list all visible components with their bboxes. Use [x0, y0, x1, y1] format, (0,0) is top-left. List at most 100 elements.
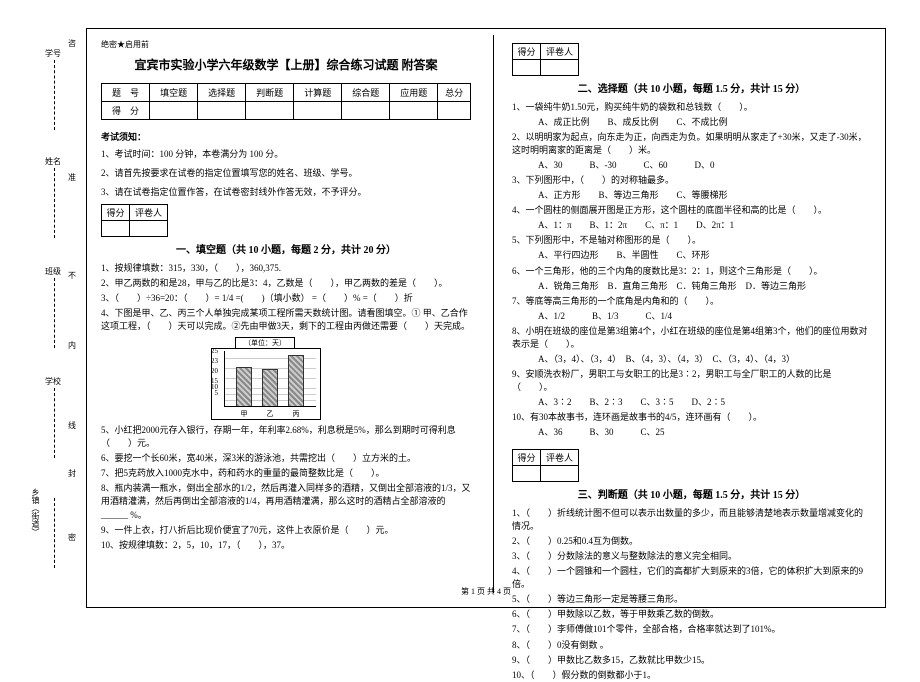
td: [342, 102, 390, 120]
section1-heading: 一、填空题（共 10 小题，每题 2 分，共计 20 分）: [101, 241, 471, 256]
th: 计算题: [294, 84, 342, 102]
q: 2、（ ）0.25和0.4互为倒数。: [512, 535, 871, 548]
page-frame: 绝密★启用前 宜宾市实验小学六年级数学【上册】综合练习试题 附答案 题 号 填空…: [86, 28, 886, 608]
bar: [262, 369, 278, 407]
ms-label: 评卷人: [541, 44, 579, 60]
q: 10、按规律填数：2，5，10，17，（ ），37。: [101, 539, 471, 552]
margin-char: 密: [64, 532, 80, 543]
field-line: [54, 388, 55, 458]
q: 5、小红把2000元存入银行，存期一年，年利率2.68%，利息税是5%，那么到期…: [101, 424, 471, 450]
column-right: 得分评卷人 二、选择题（共 10 小题，每题 1.5 分，共计 15 分） 1、…: [493, 35, 879, 593]
ytick: 5: [215, 389, 219, 397]
q: 10、（ ）假分数的倒数都小于1。: [512, 669, 871, 682]
margin-char: 封: [64, 468, 80, 479]
ms-label: 得分: [513, 450, 541, 466]
opt: A、3∶2 B、2∶3 C、3∶5 D、2∶5: [512, 396, 871, 409]
section-score-box: 得分评卷人: [101, 204, 168, 237]
field-town: 乡镇（街道）: [30, 488, 41, 536]
opt: A、（3，4）、（3，4） B、（4，3）、（4，3） C、（3，4）、（4，3…: [512, 353, 871, 366]
column-left: 绝密★启用前 宜宾市实验小学六年级数学【上册】综合练习试题 附答案 题 号 填空…: [93, 35, 479, 593]
q: 4、一个圆柱的侧面展开图是正方形，这个圆柱的底面半径和高的比是（ ）。: [512, 204, 871, 217]
page-footer: 第 1 页 共 4 页: [87, 586, 885, 597]
th: 选择题: [198, 84, 246, 102]
margin-char: 不: [64, 270, 80, 281]
q: 8、小明在班级的座位是第3组第4个，小红在班级的座位是第4组第3个，他们的座位用…: [512, 325, 871, 351]
td: [390, 102, 438, 120]
notice-heading: 考试须知：: [101, 130, 471, 143]
td: 得 分: [102, 102, 150, 120]
q: 10、有30本故事书，连环画是故事书的4/5，连环画有（ ）。: [512, 411, 871, 424]
y-axis: [224, 351, 225, 407]
q: 1、（ ）折线统计图不但可以表示出数量的多少，而且能够清楚地表示数量增减变化的情…: [512, 507, 871, 533]
section-score-box: 得分评卷人: [512, 449, 579, 482]
exam-title: 宜宾市实验小学六年级数学【上册】综合练习试题 附答案: [101, 56, 471, 73]
notice-item: 1、考试时间：100 分钟，本卷满分为 100 分。: [101, 147, 471, 160]
ms-label: 得分: [102, 205, 130, 221]
q: 7、把5克药放入1000克水中，药和药水的重量的最简整数比是（ ）。: [101, 467, 471, 480]
field-line: [54, 498, 55, 568]
ms-blank: [541, 60, 579, 76]
td: [150, 102, 198, 120]
xlab: 乙: [260, 409, 280, 419]
th: 应用题: [390, 84, 438, 102]
notice-item: 3、请在试卷指定位置作答，在试卷密封线外作答无效，不予评分。: [101, 185, 471, 198]
q: 7、等底等高三角形的一个底角是内角和的（ ）。: [512, 295, 871, 308]
field-name: 姓名: [23, 156, 83, 167]
q: 6、要挖一个长60米，宽40米，深3米的游泳池，共需挖出（ ）立方米的土。: [101, 452, 471, 465]
ms-label: 评卷人: [130, 205, 168, 221]
td: [438, 102, 471, 120]
ms-blank: [541, 466, 579, 482]
th: 综合题: [342, 84, 390, 102]
field-student-id: 学号: [23, 48, 83, 59]
opt: A、1：π B、1：2π C、π：1 D、2π：1: [512, 219, 871, 232]
td: [294, 102, 342, 120]
field-line: [54, 168, 55, 238]
th: 填空题: [150, 84, 198, 102]
opt: A、正方形 B、等边三角形 C、等腰梯形: [512, 189, 871, 202]
chart-unit: （单位：天）: [235, 337, 295, 348]
td: [198, 102, 246, 120]
q: 5、下列图形中，不是轴对称图形的是（ ）。: [512, 234, 871, 247]
th: 题 号: [102, 84, 150, 102]
binding-sidebar: 学号 姓名 班级 学校 乡镇（街道） 咨 准 不 内 线 封 密: [0, 0, 86, 650]
margin-char: 内: [64, 340, 80, 351]
q: 9、安顺洗衣粉厂，男职工与女职工的比是3∶2，男职工与全厂职工的人数的比是（ ）…: [512, 368, 871, 394]
opt: A、36 B、30 C、25: [512, 426, 871, 439]
notice-item: 2、请首先按要求在试卷的指定位置填写您的姓名、班级、学号。: [101, 166, 471, 179]
field-line: [54, 278, 55, 348]
q: 2、甲乙两数的和是28，甲与乙的比是3：4，乙数是（ ），甲乙两数的差是（ ）。: [101, 277, 471, 290]
th: 总分: [438, 84, 471, 102]
opt: A．锐角三角形 B．直角三角形 C．钝角三角形 D．等边三角形: [512, 280, 871, 293]
opt: A、1/2 B、1/3 C、1/4: [512, 310, 871, 323]
ms-label: 得分: [513, 44, 541, 60]
q: 6、（ ）甲数除以乙数，等于甲数乘乙数的倒数。: [512, 608, 871, 621]
margin-char: 线: [64, 420, 80, 431]
q: 6、一个三角形，他的三个内角的度数比是3：2：1，则这个三角形是（ ）。: [512, 265, 871, 278]
opt: A、成正比例 B、成反比例 C、不成比例: [512, 116, 871, 129]
q: 2、以明明家为起点，向东走为正，向西走为负。如果明明从家走了+30米，又走了-3…: [512, 131, 871, 157]
section3-heading: 三、判断题（共 10 小题，每题 1.5 分，共计 15 分）: [512, 486, 871, 501]
section-score-box: 得分评卷人: [512, 43, 579, 76]
bar: [236, 367, 252, 407]
ms-blank: [102, 221, 130, 237]
q: 7、（ ）李师傅做101个零件，全部合格，合格率就达到了101%。: [512, 623, 871, 636]
th: 判断题: [246, 84, 294, 102]
td: [246, 102, 294, 120]
ms-label: 评卷人: [541, 450, 579, 466]
q: 8、瓶内装满一瓶水，倒出全部水的1/2，然后再灌入同样多的酒精，又倒出全部溶液的…: [101, 482, 471, 521]
q: 9、（ ）甲数比乙数多15，乙数就比甲数少15。: [512, 654, 871, 667]
field-school: 学校: [23, 376, 83, 387]
margin-char: 咨: [64, 38, 80, 49]
xlab: 丙: [286, 409, 306, 419]
bar: [288, 355, 304, 407]
q: 9、一件上衣，打八折后比现价便宜了70元，这件上衣原价是（ ）元。: [101, 524, 471, 537]
ms-blank: [513, 466, 541, 482]
score-table: 题 号 填空题 选择题 判断题 计算题 综合题 应用题 总分 得 分: [101, 83, 471, 120]
ytick: 23: [211, 357, 218, 365]
bar-chart: （单位：天） 25 23 20 15 10 5 甲 乙 丙: [211, 337, 321, 420]
xlab: 甲: [234, 409, 254, 419]
opt: A、平行四边形 B、半圆性 C、环形: [512, 249, 871, 262]
q: 3、（ ）分数除法的意义与整数除法的意义完全相同。: [512, 550, 871, 563]
q: 3、下列图形中，（ ）的对称轴最多。: [512, 174, 871, 187]
ytick: 25: [211, 347, 218, 355]
